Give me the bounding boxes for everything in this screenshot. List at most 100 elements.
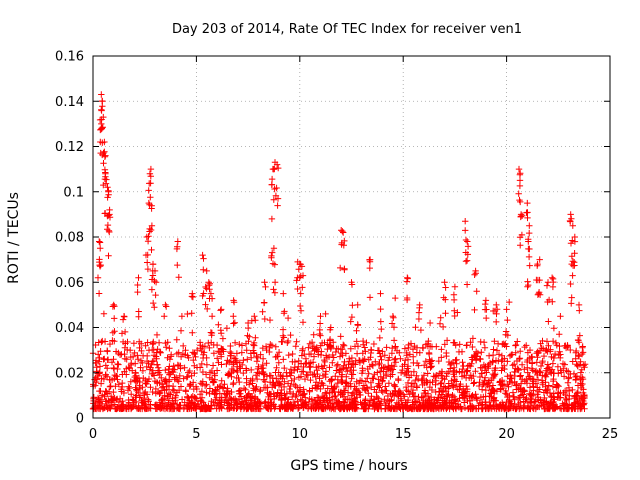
data-point [369, 362, 377, 369]
data-point [136, 344, 143, 352]
data-point [317, 351, 325, 359]
data-point [96, 363, 104, 370]
data-point [543, 346, 550, 354]
data-point [189, 329, 196, 336]
data-point [111, 303, 118, 310]
data-point [167, 391, 174, 398]
data-point [372, 358, 379, 365]
data-point [328, 405, 335, 413]
data-point [273, 364, 280, 371]
data-point [170, 387, 178, 394]
data-point [491, 307, 499, 315]
data-point [359, 367, 366, 374]
data-point [472, 368, 479, 375]
data-point [147, 194, 154, 201]
data-point [571, 250, 578, 257]
data-point [574, 382, 582, 389]
data-point [388, 397, 395, 404]
data-point-peak [493, 301, 500, 309]
data-point [313, 400, 321, 407]
data-point [481, 306, 489, 313]
data-point [478, 405, 485, 413]
data-point [484, 380, 492, 387]
data-point [537, 396, 544, 403]
data-point [526, 229, 533, 237]
data-point [501, 341, 508, 348]
data-point [283, 373, 291, 380]
data-point [209, 362, 217, 369]
data-point [579, 343, 586, 350]
data-point [492, 364, 499, 372]
data-point [115, 381, 122, 388]
data-point [118, 330, 126, 337]
data-point [246, 381, 253, 388]
data-point [322, 368, 330, 375]
data-point [132, 394, 139, 401]
data-point [282, 394, 289, 401]
data-point [558, 369, 565, 376]
data-point [215, 321, 222, 328]
data-point [203, 381, 210, 388]
data-point [170, 400, 178, 407]
data-point [299, 272, 307, 279]
data-point [503, 398, 510, 406]
data-point [445, 391, 452, 398]
data-point [228, 388, 235, 396]
data-point [538, 344, 545, 352]
data-point [420, 372, 428, 379]
data-point [102, 371, 109, 378]
data-point [348, 281, 356, 288]
data-point [392, 294, 399, 302]
data-point [256, 405, 263, 413]
data-point [413, 398, 421, 405]
data-point [397, 395, 404, 402]
data-point [148, 246, 155, 254]
data-point [145, 187, 152, 194]
data-point [405, 388, 412, 395]
data-point [545, 400, 553, 407]
data-point-peak [105, 188, 112, 195]
data-point [143, 380, 150, 388]
data-point [567, 370, 574, 378]
data-point [300, 391, 307, 398]
data-point [311, 347, 318, 354]
data-point [534, 291, 542, 298]
data-point [253, 402, 260, 409]
data-point [185, 354, 192, 361]
data-point [144, 396, 152, 403]
data-point [547, 369, 554, 376]
data-point [540, 352, 548, 360]
data-point [165, 397, 173, 404]
data-point [528, 396, 535, 403]
data-point [438, 405, 445, 412]
data-point-peak [146, 170, 154, 177]
data-point [516, 182, 524, 190]
data-point [274, 379, 281, 386]
data-point [473, 395, 480, 402]
data-point [451, 377, 458, 384]
data-point [97, 126, 104, 134]
data-point [297, 307, 305, 314]
data-point [280, 356, 287, 363]
data-point [540, 401, 547, 409]
data-point [428, 363, 435, 370]
y-tick-label: 0.02 [55, 366, 84, 381]
data-point [378, 356, 385, 363]
data-point [376, 334, 383, 342]
data-point [244, 392, 251, 399]
data-point [557, 394, 564, 401]
data-point [549, 360, 557, 367]
data-point [287, 382, 294, 390]
data-point [415, 309, 423, 316]
data-point [454, 400, 462, 408]
data-point [301, 375, 309, 383]
data-point [131, 349, 138, 357]
data-point [268, 342, 276, 349]
data-point [100, 310, 108, 317]
data-point [383, 366, 391, 373]
data-point [501, 404, 508, 412]
data-point [506, 298, 513, 306]
data-point [386, 354, 393, 361]
data-point [302, 355, 310, 362]
data-point [294, 384, 301, 391]
